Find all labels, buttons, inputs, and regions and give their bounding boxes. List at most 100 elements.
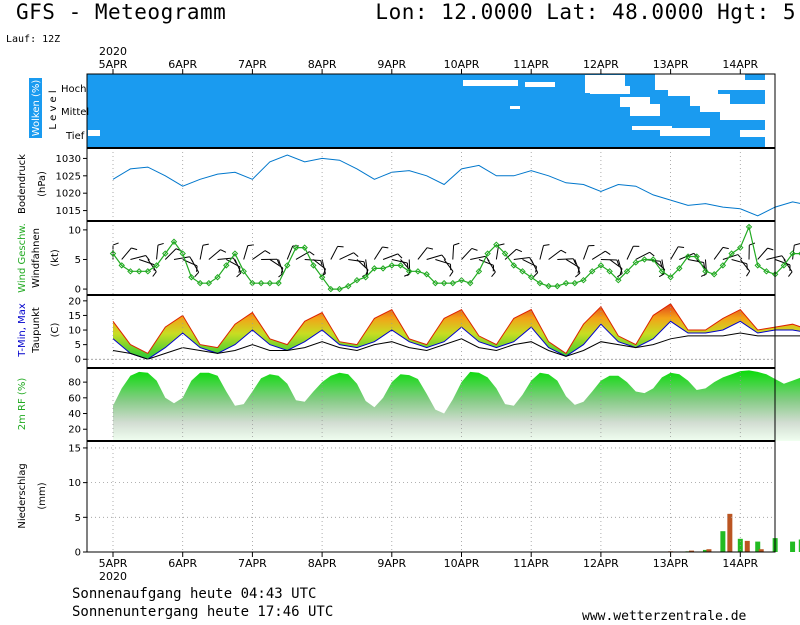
- wind-barb-flag: [112, 242, 119, 246]
- wind-barb-flag: [737, 254, 743, 260]
- wind-barb: [382, 253, 398, 260]
- wind-speed-point: [719, 262, 727, 269]
- date-label-bottom: 6APR: [168, 557, 197, 570]
- dewpoint-line: [112, 332, 800, 360]
- wind-barb: [513, 256, 530, 260]
- precip-bar: [755, 541, 761, 552]
- wind-speed-point: [345, 282, 352, 290]
- wind-speed-point: [379, 265, 387, 272]
- wind-barb: [121, 247, 132, 260]
- wind-barb: [373, 246, 383, 260]
- wind-barb: [583, 245, 589, 260]
- wind-speed-point: [623, 268, 631, 275]
- cloud-gap: [88, 130, 100, 136]
- location-coordinates: Lon: 12.0000 Lat: 48.0000 Hgt: 5: [375, 0, 796, 24]
- wind-speed-point: [153, 262, 160, 269]
- date-label-bottom: 7APR: [238, 557, 267, 570]
- y-tick-label: 1020: [56, 189, 81, 200]
- date-label-top: 13APR: [653, 58, 689, 71]
- y-tick-label: 60: [68, 393, 81, 404]
- wind-barb-flag: [746, 270, 751, 277]
- wind-barb: [339, 252, 354, 260]
- wind-barb: [217, 257, 234, 260]
- wind-barb: [757, 247, 768, 260]
- wind-barb-flag: [194, 271, 200, 278]
- y-tick-label: 5: [75, 513, 81, 524]
- date-label-top: 6APR: [168, 58, 197, 71]
- wind-speed-point: [606, 268, 613, 275]
- wind-barb: [626, 246, 634, 260]
- wind-barb-flag: [131, 247, 138, 251]
- wind-speed-point: [144, 268, 152, 275]
- wind-speed-point: [336, 285, 343, 293]
- wind-barb: [766, 255, 783, 260]
- precip-ylabel: Niederschlag: [17, 463, 28, 528]
- wind-barb: [234, 259, 242, 274]
- date-label-bottom: 13APR: [653, 557, 689, 570]
- wind-speed-point: [266, 279, 274, 287]
- date-label-top: 12APR: [583, 58, 619, 71]
- wind-barb: [443, 259, 454, 272]
- wind-barb-flag: [491, 271, 496, 278]
- wind-speed-point: [214, 274, 221, 281]
- wind-barb-flag: [453, 242, 460, 246]
- wind-speed-point: [737, 244, 744, 251]
- cloud-gap: [590, 86, 630, 94]
- source-credit: www.wetterzentrale.de: [582, 609, 747, 624]
- wind-speed-point: [693, 253, 700, 260]
- wind-speed-point: [162, 250, 169, 257]
- wind-barb: [365, 259, 369, 274]
- wind-speed-point: [205, 279, 213, 287]
- wind-speed-point: [118, 262, 125, 269]
- wind-panel: Wind Geschw. Windfahnen (kt) 0 5 10: [17, 223, 800, 296]
- y-tick-label: 0: [75, 285, 81, 296]
- cloud-ylabel: Wolken (%): [31, 80, 42, 137]
- wind-speed-point: [728, 250, 735, 257]
- wind-ylabel-barbs: Windfahnen: [31, 228, 42, 288]
- wind-speed-point: [632, 259, 639, 266]
- y-tick-label: 15: [68, 311, 81, 322]
- cloud-panel: Hoch Mittel Tief Wolken (%) L e v e l: [29, 74, 775, 148]
- wind-speed-point: [667, 274, 674, 281]
- wind-barb: [600, 258, 617, 261]
- date-label-bottom: 8APR: [308, 557, 337, 570]
- y-tick-label: 10: [68, 478, 81, 489]
- wind-speed-point: [501, 250, 509, 257]
- wind-barb: [330, 246, 339, 260]
- wind-speed-point: [684, 253, 692, 260]
- wind-speed-point: [754, 262, 761, 269]
- pressure-y-axis: 1015 1020 1025 1030: [56, 154, 87, 217]
- wind-barb-flag: [236, 272, 242, 278]
- panel-frames: [87, 148, 775, 552]
- y-tick-label: 10: [68, 326, 81, 337]
- wind-speed-point: [240, 268, 247, 275]
- wind-speed-point: [284, 262, 291, 269]
- wind-speed-point: [780, 262, 788, 269]
- top-date-axis: 5APR 6APR 7APR 8APR 9APR 10APR 11APR 12APR 13APR…: [99, 58, 759, 74]
- wind-barb: [774, 259, 791, 266]
- outer-border: [86, 73, 776, 553]
- wind-barb-flag: [278, 272, 284, 278]
- cloud-gaps: [88, 74, 775, 148]
- temp-ylabel-min: T-Min, Max: [17, 303, 28, 358]
- wind-barb-flag: [264, 250, 271, 255]
- wind-speed-point: [275, 279, 282, 287]
- wind-speed-point: [676, 265, 683, 272]
- precip-bar: [744, 540, 750, 552]
- panel-background: [87, 148, 775, 221]
- wind-speed-point: [545, 282, 552, 290]
- wind-speed-point: [397, 262, 404, 269]
- date-label-top: 9APR: [377, 58, 406, 71]
- wind-speed-point: [388, 262, 396, 269]
- wind-speed-point: [371, 265, 378, 272]
- wind-barb-flag: [145, 255, 150, 261]
- wind-barb: [635, 251, 650, 260]
- wind-speed-point: [196, 279, 204, 287]
- cloud-gap: [463, 80, 518, 86]
- y-tick-label: 10: [68, 225, 81, 236]
- cloud-gap: [690, 94, 730, 106]
- wind-speed-point: [789, 250, 796, 257]
- wind-barb: [591, 250, 606, 260]
- wind-barb: [574, 259, 581, 274]
- cloud-ylabel-level: L e v e l: [48, 90, 59, 129]
